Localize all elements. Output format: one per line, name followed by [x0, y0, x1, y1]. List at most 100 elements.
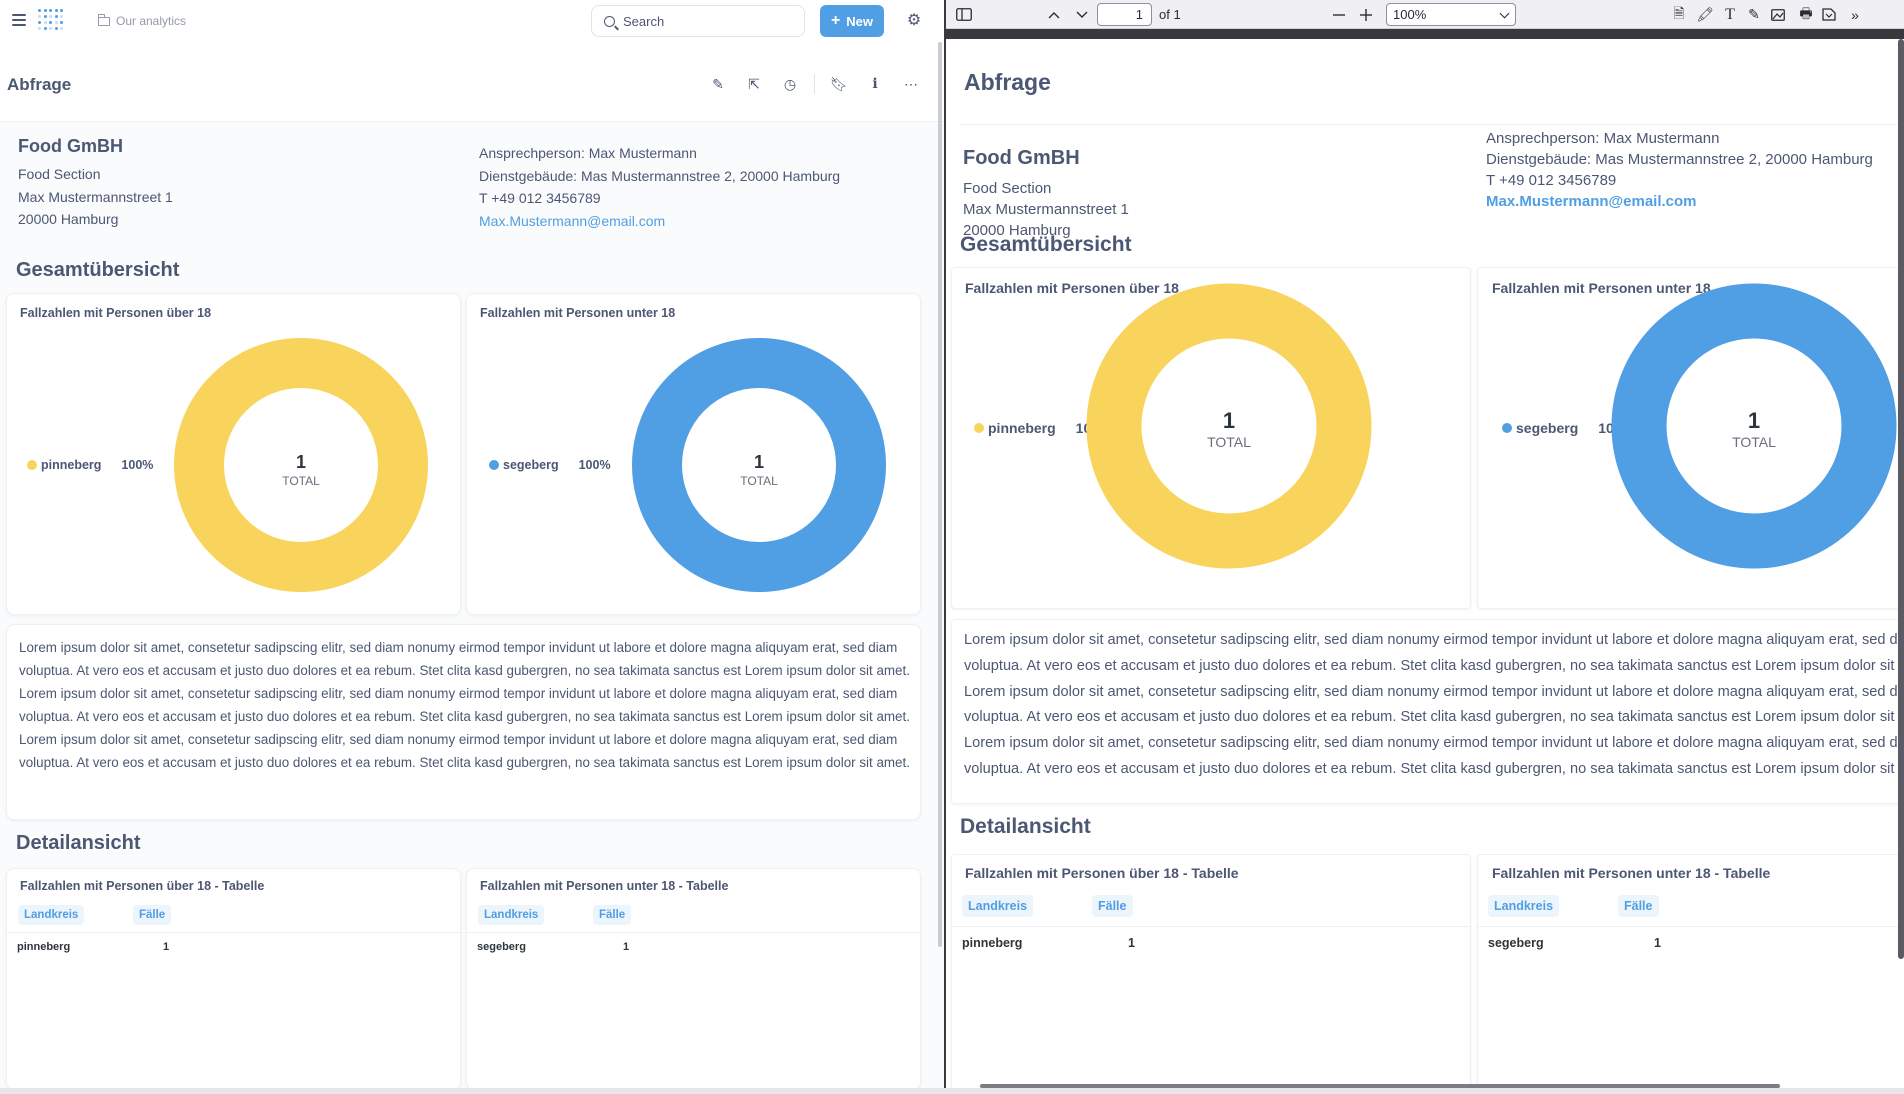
pdf-horizontal-scrollbar[interactable]: [980, 1084, 1780, 1088]
pdf-toolbar-shadow: [946, 29, 1904, 39]
pdf-chart-card-under18: Fallzahlen mit Personen unter 18 segeber…: [1477, 267, 1904, 609]
scrollbar[interactable]: [938, 42, 942, 947]
more-tools-icon[interactable]: »: [1851, 6, 1859, 23]
pdf-donut-total-label: TOTAL: [1732, 434, 1776, 450]
gear-icon[interactable]: ⚙: [906, 12, 922, 29]
pdf-contact-email-link[interactable]: Max.Mustermann@email.com: [1486, 193, 1697, 210]
pdf-column-header-faelle: Fälle: [1092, 895, 1133, 917]
table-card-under18: Fallzahlen mit Personen unter 18 - Tabel…: [466, 868, 921, 1090]
window-bottom-edge: [0, 1088, 1904, 1094]
donut-total: 1: [296, 452, 306, 472]
zoom-in-icon[interactable]: [1354, 4, 1378, 25]
table-cell-landkreis: pinneberg: [17, 941, 71, 953]
zoom-out-icon[interactable]: [1327, 4, 1351, 25]
form-edit-icon[interactable]: 🗎: [1673, 4, 1685, 21]
company-block: Food GmBH Food Section Max Mustermannstr…: [18, 136, 173, 231]
pdf-donut-chart: 1 TOTAL: [1086, 283, 1372, 569]
pdf-section-detail-heading: Detailansicht: [960, 815, 1091, 838]
menu-icon[interactable]: [12, 14, 26, 26]
history-icon[interactable]: ◷: [783, 76, 797, 92]
column-header-landkreis[interactable]: Landkreis: [478, 905, 545, 925]
pdf-column-header-faelle: Fälle: [1618, 895, 1659, 917]
donut-slice-segeberg[interactable]: [632, 338, 886, 592]
pdf-company-block: Food GmBH Food Section Max Mustermannstr…: [963, 147, 1129, 241]
new-button[interactable]: + New: [820, 5, 884, 37]
save-icon[interactable]: [1818, 4, 1840, 25]
donut-total-label: TOTAL: [282, 474, 320, 488]
new-button-label: New: [846, 13, 874, 29]
chart-card-under18: Fallzahlen mit Personen unter 18 segeber…: [466, 293, 921, 615]
bookmark-icon[interactable]: 🔖︎: [830, 76, 848, 92]
column-header-landkreis[interactable]: Landkreis: [18, 905, 85, 925]
contact-email-link[interactable]: Max.Mustermann@email.com: [479, 212, 666, 229]
pdf-donut-chart: 1 TOTAL: [1611, 283, 1897, 569]
pdf-section-overview-heading: Gesamtübersicht: [960, 233, 1132, 256]
pdf-viewer-pane: 1 of 1 100% 🗎 🖍︎ T ✎ 🖶︎ » Abfrage Food G…: [944, 0, 1904, 1094]
pdf-contact-person: Ansprechperson: Max Mustermann: [1486, 130, 1720, 147]
highlight-icon[interactable]: 🖍︎: [1696, 6, 1714, 22]
pdf-table-cell-faelle: 1: [1128, 936, 1135, 950]
search-input[interactable]: Search: [591, 5, 805, 37]
page-number-input[interactable]: 1: [1097, 3, 1152, 26]
legend-percent: 100%: [578, 458, 611, 472]
text-tool-icon[interactable]: T: [1725, 5, 1735, 23]
page-title: Abfrage: [7, 75, 72, 94]
divider: [814, 74, 815, 94]
chart-legend[interactable]: segeberg 100%: [489, 458, 611, 472]
pdf-company-name: Food GmBH: [963, 147, 1080, 169]
pdf-donut-total: 1: [1748, 408, 1760, 433]
previous-page-icon[interactable]: [1042, 4, 1066, 25]
draw-icon[interactable]: ✎: [1748, 6, 1760, 22]
pdf-chart-title: Fallzahlen mit Personen unter 18: [1492, 280, 1711, 296]
header-actions: ✎ ⇱ ◷ 🔖︎ i ⋯: [700, 74, 929, 94]
sidebar-toggle-icon[interactable]: [952, 4, 976, 25]
edit-icon[interactable]: ✎: [712, 76, 724, 92]
legend-dot: [974, 423, 984, 433]
pdf-company-line1: Food Section: [963, 180, 1052, 197]
chart-legend[interactable]: pinneberg 100%: [27, 458, 153, 472]
metabase-logo[interactable]: [38, 9, 64, 31]
zoom-value: 100%: [1393, 7, 1427, 22]
chart-title[interactable]: Fallzahlen mit Personen unter 18: [480, 306, 676, 320]
pdf-chart-title: Fallzahlen mit Personen über 18: [965, 280, 1179, 296]
table-title[interactable]: Fallzahlen mit Personen unter 18 - Tabel…: [480, 879, 729, 893]
more-icon[interactable]: ⋯: [904, 76, 918, 92]
zoom-select[interactable]: 100%: [1386, 3, 1516, 26]
pdf-text-card: Lorem ipsum dolor sit amet, consetetur s…: [951, 619, 1904, 804]
contact-block: Ansprechperson: Max Mustermann Dienstgeb…: [479, 142, 840, 232]
pdf-column-header-landkreis: Landkreis: [962, 895, 1034, 917]
donut-chart[interactable]: 1 TOTAL: [171, 335, 431, 595]
pdf-page: Abfrage Food GmBH Food Section Max Muste…: [946, 39, 1904, 1094]
breadcrumb[interactable]: Our analytics: [97, 13, 187, 28]
pdf-lorem-text: Lorem ipsum dolor sit amet, consetetur s…: [964, 632, 1904, 777]
legend-label: segeberg: [503, 458, 559, 472]
column-header-faelle[interactable]: Fälle: [133, 905, 172, 925]
table-cell-landkreis: segeberg: [477, 941, 526, 953]
pdf-donut-slice-pinneberg: [1086, 283, 1372, 569]
share-icon[interactable]: ⇱: [748, 76, 760, 92]
pdf-vertical-scrollbar[interactable]: [1898, 39, 1904, 959]
next-page-icon[interactable]: [1070, 4, 1094, 25]
company-line2: Max Mustermannstreet 1: [18, 188, 173, 205]
pdf-table-card-under18: Fallzahlen mit Personen unter 18 - Tabel…: [1477, 854, 1904, 1094]
table-title[interactable]: Fallzahlen mit Personen über 18 - Tabell…: [20, 879, 265, 893]
breadcrumb-label[interactable]: Our analytics: [116, 14, 187, 28]
donut-slice-pinneberg[interactable]: [174, 338, 428, 592]
legend-dot: [489, 460, 499, 470]
image-icon[interactable]: [1767, 4, 1789, 25]
info-icon[interactable]: i: [872, 76, 878, 92]
donut-chart[interactable]: 1 TOTAL: [629, 335, 889, 595]
pdf-table-cell-landkreis: pinneberg: [962, 936, 1023, 950]
dashboard-header: Abfrage ✎ ⇱ ◷ 🔖︎ i ⋯: [0, 42, 944, 122]
pdf-toolbar: 1 of 1 100% 🗎 🖍︎ T ✎ 🖶︎ »: [946, 0, 1904, 29]
plus-icon: +: [830, 12, 841, 29]
text-card: Lorem ipsum dolor sit amet, consetetur s…: [6, 624, 921, 820]
print-icon[interactable]: 🖶︎: [1799, 4, 1813, 21]
column-header-faelle[interactable]: Fälle: [593, 905, 632, 925]
pdf-donut-total-label: TOTAL: [1207, 434, 1251, 450]
legend-dot: [1502, 423, 1512, 433]
donut-total: 1: [754, 452, 764, 472]
legend-label: pinneberg: [41, 458, 102, 472]
dashboard-pane: Our analytics Search + New ⚙ Abfrage ✎ ⇱…: [0, 0, 944, 1094]
chart-title[interactable]: Fallzahlen mit Personen über 18: [20, 306, 212, 320]
